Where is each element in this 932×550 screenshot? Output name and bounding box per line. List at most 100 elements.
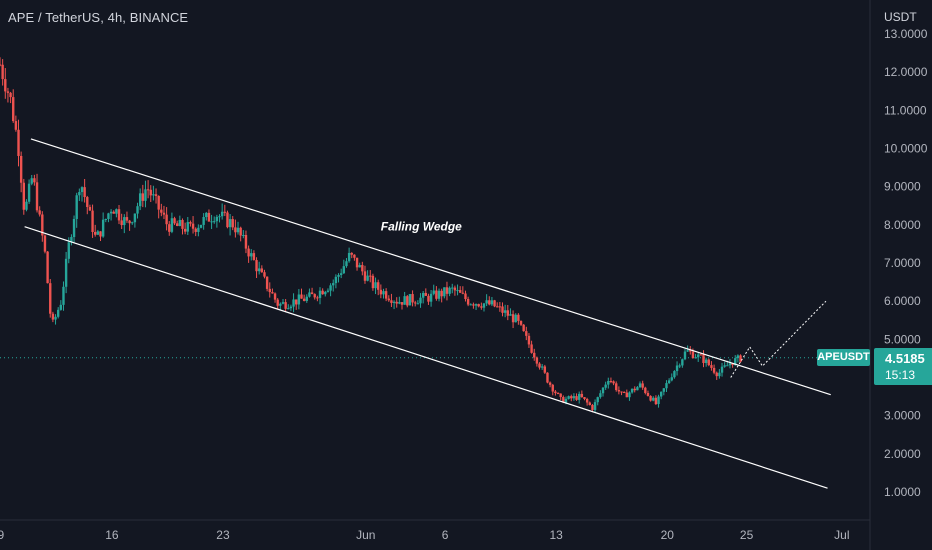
candle-body <box>458 290 462 293</box>
candle-body <box>498 306 502 308</box>
candle-body <box>522 324 525 332</box>
candle-body <box>715 372 718 377</box>
candle-body <box>607 380 610 385</box>
candle-body <box>657 396 660 405</box>
candle-body <box>67 242 70 259</box>
candle-body <box>472 304 475 306</box>
candle-body <box>326 290 330 292</box>
candle-body <box>70 237 73 243</box>
candle-body <box>332 283 335 286</box>
candle-body <box>165 214 168 225</box>
candle-body <box>697 354 700 358</box>
candle-body <box>419 297 422 304</box>
x-tick-label: 13 <box>550 528 564 542</box>
candle-body <box>596 397 599 403</box>
candle-body <box>255 260 258 272</box>
candle-body <box>699 354 703 356</box>
candle-body <box>157 195 160 210</box>
candle-body <box>263 272 266 277</box>
candle-body <box>641 383 644 388</box>
last-price-value: 4.5185 <box>885 351 925 366</box>
candle-body <box>578 393 581 400</box>
candle-body <box>86 197 89 208</box>
candle-body <box>609 380 613 382</box>
candle-body <box>350 252 353 255</box>
x-tick-label: 6 <box>442 528 449 542</box>
candle-body <box>704 359 708 364</box>
candle-body <box>707 359 710 366</box>
candle-body <box>646 392 650 396</box>
candle-body <box>1 64 4 80</box>
candle-body <box>527 335 531 345</box>
candle-body <box>205 212 208 218</box>
candle-body <box>72 218 76 238</box>
candle-body <box>548 382 552 385</box>
candle-body <box>567 396 570 399</box>
candle-body <box>35 182 39 211</box>
candle-body <box>585 399 589 403</box>
candle-body <box>392 301 396 303</box>
candle-body <box>681 359 684 366</box>
candle-body <box>533 352 536 358</box>
candle-body <box>718 372 721 377</box>
candle-body <box>406 296 409 306</box>
candle-body <box>149 189 152 196</box>
candle-body <box>289 306 293 309</box>
candle-body <box>310 292 314 295</box>
wedge-lower-line <box>24 226 828 489</box>
candle-body <box>6 91 10 93</box>
candle-body <box>96 231 100 235</box>
candle-body <box>395 301 398 304</box>
candle-body <box>152 194 155 196</box>
candle-body <box>183 228 187 232</box>
candle-body <box>247 248 250 257</box>
candle-body <box>321 290 324 295</box>
candle-body <box>109 211 113 214</box>
y-tick-label: 10.0000 <box>884 142 928 156</box>
candle-body <box>281 302 285 304</box>
candle-body <box>659 391 663 397</box>
candle-body <box>49 283 52 314</box>
candle-body <box>242 235 245 237</box>
candle-body <box>712 367 716 373</box>
candle-body <box>9 92 12 98</box>
candle-body <box>345 261 348 267</box>
candle-body <box>673 371 676 378</box>
candle-body <box>617 390 621 392</box>
candle-body <box>689 350 692 352</box>
projection-path <box>730 300 827 378</box>
candle-body <box>612 381 615 384</box>
candle-body <box>503 310 507 313</box>
candle-body <box>731 363 734 365</box>
candle-body <box>546 372 549 383</box>
candle-body <box>649 395 652 401</box>
candle-body <box>374 282 377 289</box>
candle-body <box>675 365 679 372</box>
x-tick-label: 23 <box>216 528 230 542</box>
candle-body <box>358 265 361 268</box>
candle-body <box>257 268 261 272</box>
candle-body <box>636 387 639 391</box>
candle-body <box>379 289 383 295</box>
y-tick-label: 8.0000 <box>884 218 921 232</box>
candle-body <box>363 271 367 281</box>
candle-body <box>387 298 390 301</box>
candle-body <box>78 192 81 196</box>
candle-body <box>644 387 647 393</box>
y-tick-label: 13.0000 <box>884 27 928 41</box>
candle-body <box>115 209 118 214</box>
y-tick-label: 7.0000 <box>884 256 921 270</box>
candle-body <box>41 214 44 236</box>
candle-body <box>316 297 319 299</box>
candle-body <box>432 290 435 294</box>
candle-body <box>601 387 605 394</box>
symbol-title: APE / TetherUS, 4h, BINANCE <box>8 10 189 25</box>
candle-body <box>83 187 86 198</box>
candle-body <box>710 365 713 368</box>
candle-body <box>593 402 597 410</box>
candle-body <box>300 294 303 299</box>
candle-body <box>273 293 277 300</box>
candle-body <box>736 355 740 359</box>
candle-body <box>400 302 404 305</box>
